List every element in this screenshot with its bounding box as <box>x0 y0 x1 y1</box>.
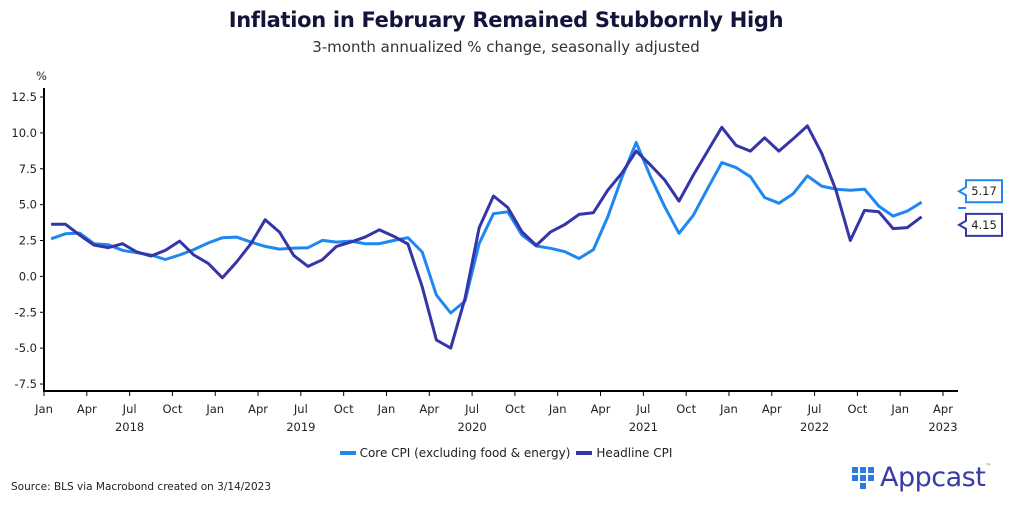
x-year-label: 2019 <box>286 420 315 434</box>
x-tick-label: Jan <box>34 402 53 416</box>
x-tick-label: Jul <box>464 402 479 416</box>
y-tick-label: 2.5 <box>19 234 37 248</box>
x-tick-label: Oct <box>676 402 696 416</box>
x-tick-label: Apr <box>933 402 953 416</box>
legend-label-core: Core CPI (excluding food & energy) <box>359 446 571 460</box>
logo-wordmark: Appcast <box>880 462 986 493</box>
end-label-headline: 4.15 <box>956 212 1003 237</box>
y-tick-label: -5.0 <box>15 341 37 355</box>
y-tick-label: 5.0 <box>19 198 37 212</box>
x-tick-label: Jan <box>205 402 224 416</box>
x-tick-label: Oct <box>162 402 182 416</box>
logo-trademark: ™ <box>985 463 991 470</box>
x-year-label: 2022 <box>800 420 829 434</box>
x-tick-label: Apr <box>762 402 782 416</box>
x-tick-label: Oct <box>505 402 525 416</box>
x-tick-label: Apr <box>419 402 439 416</box>
x-year-label: 2023 <box>928 420 957 434</box>
y-tick-label: 10.0 <box>11 126 37 140</box>
x-tick-label: Oct <box>334 402 354 416</box>
end-labels: 5.17 4.15 <box>956 179 1003 237</box>
x-year-label: 2020 <box>457 420 486 434</box>
series-line-headline-cpi <box>51 124 923 350</box>
chart-title: Inflation in February Remained Stubbornl… <box>228 8 784 32</box>
x-tick-label: Oct <box>847 402 867 416</box>
x-year-label: 2018 <box>115 420 144 434</box>
appcast-logo: Appcast™ <box>852 464 991 491</box>
x-tick-label: Jul <box>807 402 822 416</box>
y-axis: % 12.5 10.0 7.5 5.0 2.5 0.0 -2.5 -5.0 -7.5 <box>11 69 47 391</box>
x-tick-label: Jan <box>548 402 567 416</box>
end-label-box <box>956 179 1003 204</box>
legend-item-headline[interactable]: Headline CPI <box>576 446 672 460</box>
end-label-value: 4.15 <box>971 218 997 232</box>
x-tick-label: Jul <box>122 402 137 416</box>
end-label-box <box>956 212 1003 237</box>
legend-swatch-core <box>339 451 356 455</box>
source-note: Source: BLS via Macrobond created on 3/1… <box>11 481 272 493</box>
chart-subtitle: 3-month annualized % change, seasonally … <box>312 38 700 56</box>
line-chart: % 12.5 10.0 7.5 5.0 2.5 0.0 -2.5 -5.0 -7.5 Jan Apr… <box>11 69 1003 434</box>
end-label-value: 5.17 <box>971 184 997 198</box>
y-tick-label: -2.5 <box>15 305 37 319</box>
legend-swatch-headline <box>576 451 593 455</box>
x-tick-label: Jan <box>890 402 909 416</box>
y-tick-label: 0.0 <box>19 269 37 283</box>
x-axis: Jan Apr Jul Oct Jan Apr Jul Oct Jan Apr Jul Oct Jan A… <box>34 390 958 434</box>
x-tick-label: Jul <box>293 402 308 416</box>
legend: Core CPI (excluding food & energy) Headl… <box>0 446 1012 460</box>
y-tick-label: -7.5 <box>15 377 37 391</box>
end-label-core: 5.17 <box>956 179 1003 204</box>
x-tick-label: Apr <box>77 402 97 416</box>
logo-text: Appcast™ <box>880 462 991 493</box>
y-tick-label: 12.5 <box>11 90 37 104</box>
series-layer <box>50 124 923 350</box>
y-axis-unit: % <box>36 69 47 83</box>
x-tick-label: Apr <box>248 402 268 416</box>
x-year-label: 2021 <box>629 420 658 434</box>
series-line-core-cpi <box>50 140 923 315</box>
x-tick-label: Jul <box>635 402 650 416</box>
legend-item-core[interactable]: Core CPI (excluding food & energy) <box>339 446 571 460</box>
x-tick-label: Apr <box>591 402 611 416</box>
y-tick-label: 7.5 <box>19 162 37 176</box>
x-tick-label: Jan <box>377 402 396 416</box>
legend-label-headline: Headline CPI <box>596 446 673 460</box>
x-tick-label: Jan <box>719 402 738 416</box>
logo-dots-icon <box>852 466 874 489</box>
